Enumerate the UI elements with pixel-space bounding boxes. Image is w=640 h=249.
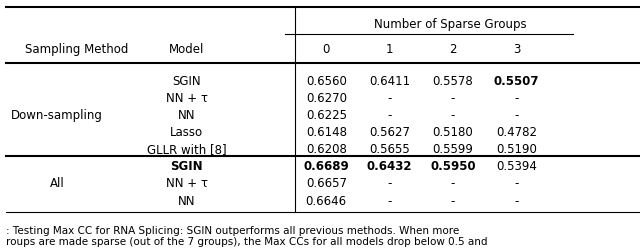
Text: Sampling Method: Sampling Method xyxy=(25,43,129,56)
Text: -: - xyxy=(387,194,392,208)
Text: 0.5578: 0.5578 xyxy=(433,74,474,88)
Text: 0.5180: 0.5180 xyxy=(433,126,474,139)
Text: -: - xyxy=(514,194,518,208)
Text: -: - xyxy=(387,92,392,105)
Text: SGIN: SGIN xyxy=(171,160,203,173)
Text: NN: NN xyxy=(178,194,196,208)
Text: 0.6208: 0.6208 xyxy=(306,143,347,156)
Text: 0.4782: 0.4782 xyxy=(496,126,537,139)
Text: 0.6225: 0.6225 xyxy=(306,109,347,122)
Text: 0.5655: 0.5655 xyxy=(369,143,410,156)
Text: NN + τ: NN + τ xyxy=(166,92,208,105)
Text: -: - xyxy=(451,177,455,190)
Text: 1: 1 xyxy=(386,43,394,56)
Text: -: - xyxy=(451,92,455,105)
Text: SGIN: SGIN xyxy=(173,74,201,88)
Text: GLLR with [8]: GLLR with [8] xyxy=(147,143,227,156)
Text: -: - xyxy=(514,109,518,122)
Text: Number of Sparse Groups: Number of Sparse Groups xyxy=(374,18,526,31)
Text: 0.5627: 0.5627 xyxy=(369,126,410,139)
Text: Down-sampling: Down-sampling xyxy=(11,109,103,122)
Text: 0.6646: 0.6646 xyxy=(306,194,347,208)
Text: All: All xyxy=(49,177,65,190)
Text: NN: NN xyxy=(178,109,196,122)
Text: 0.6560: 0.6560 xyxy=(306,74,347,88)
Text: 3: 3 xyxy=(513,43,520,56)
Text: -: - xyxy=(514,177,518,190)
Text: -: - xyxy=(387,109,392,122)
Text: 0.5190: 0.5190 xyxy=(496,143,537,156)
Text: 0.5950: 0.5950 xyxy=(430,160,476,173)
Text: : Testing Max CC for RNA Splicing: SGIN outperforms all previous methods. When m: : Testing Max CC for RNA Splicing: SGIN … xyxy=(6,226,488,247)
Text: 0.6689: 0.6689 xyxy=(303,160,349,173)
Text: -: - xyxy=(451,109,455,122)
Text: 0: 0 xyxy=(323,43,330,56)
Text: 0.6657: 0.6657 xyxy=(306,177,347,190)
Text: 0.5599: 0.5599 xyxy=(433,143,474,156)
Text: Lasso: Lasso xyxy=(170,126,204,139)
Text: Model: Model xyxy=(169,43,205,56)
Text: 0.6270: 0.6270 xyxy=(306,92,347,105)
Text: -: - xyxy=(451,194,455,208)
Text: -: - xyxy=(514,92,518,105)
Text: 2: 2 xyxy=(449,43,457,56)
Text: -: - xyxy=(387,177,392,190)
Text: 0.5507: 0.5507 xyxy=(493,74,539,88)
Text: NN + τ: NN + τ xyxy=(166,177,208,190)
Text: 0.6432: 0.6432 xyxy=(367,160,412,173)
Text: 0.6148: 0.6148 xyxy=(306,126,347,139)
Text: 0.6411: 0.6411 xyxy=(369,74,410,88)
Text: 0.5394: 0.5394 xyxy=(496,160,537,173)
